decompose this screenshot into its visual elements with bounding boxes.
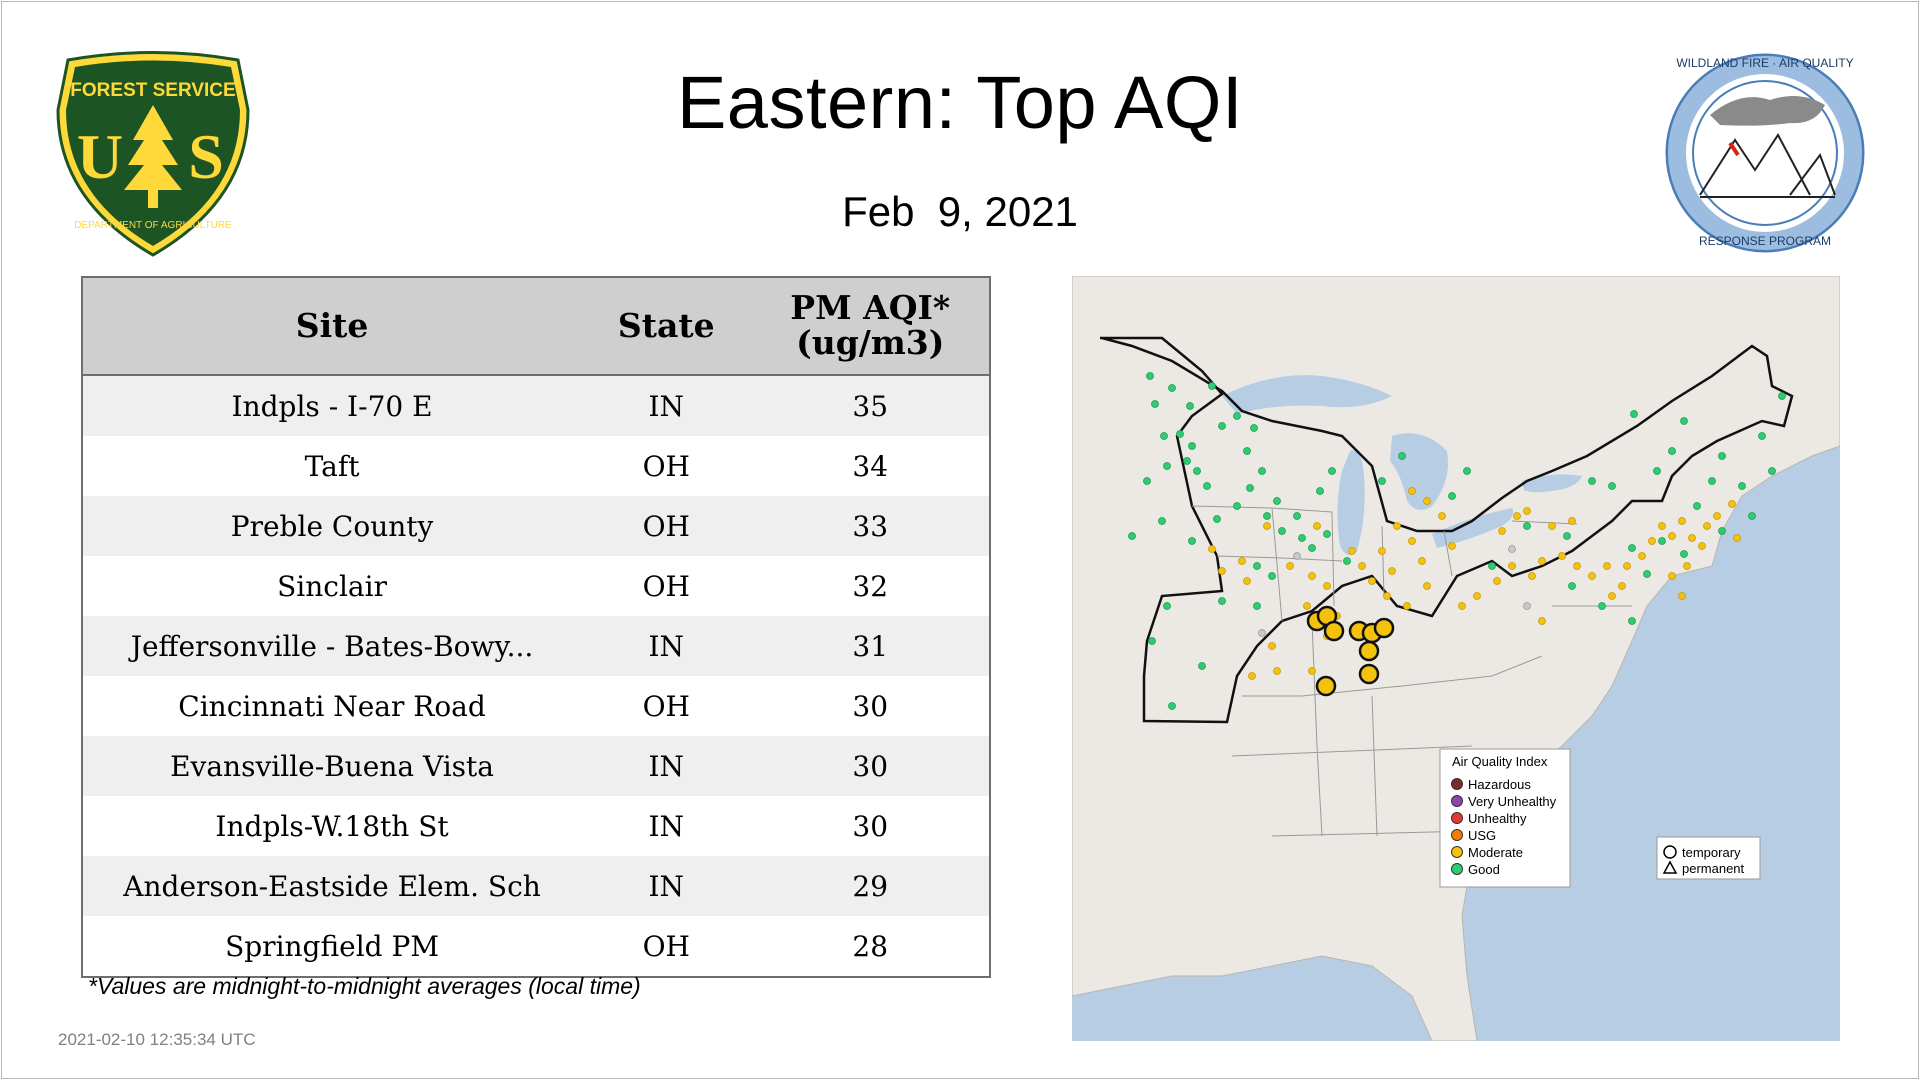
table-row: Anderson-Eastside Elem. Sch IN 29 <box>82 856 990 916</box>
temporary-shape-icon <box>1663 845 1677 859</box>
table-row: Springfield PM OH 28 <box>82 916 990 977</box>
top-aqi-table: Site State PM AQI* (ug/m3) Indpls - I-70… <box>81 276 991 978</box>
state-cell: OH <box>581 436 752 496</box>
state-cell: OH <box>581 496 752 556</box>
state-cell: IN <box>581 375 752 436</box>
lake-michigan <box>1337 450 1365 555</box>
report-date: Feb 9, 2021 <box>842 188 1078 235</box>
aqi-cell: 30 <box>751 736 990 796</box>
site-cell: Springfield PM <box>82 916 582 977</box>
site-cell: Sinclair <box>82 556 582 616</box>
pm-aqi-unit: (ug/m3) <box>796 323 945 362</box>
column-header-state: State <box>581 277 752 376</box>
top-aqi-sites <box>1306 605 1395 697</box>
svg-text:temporary: temporary <box>1682 845 1741 860</box>
legend-swatch-very-unhealthy <box>1451 795 1463 807</box>
column-header-site: Site <box>82 277 582 376</box>
legend-swatch-good <box>1451 863 1463 875</box>
aqi-cell: 29 <box>751 856 990 916</box>
site-cell: Taft <box>82 436 582 496</box>
footnote: *Values are midnight-to-midnight average… <box>88 973 641 999</box>
generated-timestamp: 2021-02-10 12:35:34 UTC <box>58 1030 256 1049</box>
wildland-fire-air-quality-logo: WILDLAND FIRE · AIR QUALITY RESPONSE PRO… <box>1665 53 1865 253</box>
svg-text:WILDLAND FIRE · AIR QUALITY: WILDLAND FIRE · AIR QUALITY <box>1676 56 1853 70</box>
lake-superior <box>1222 375 1392 414</box>
table-row: Indpls - I-70 E IN 35 <box>82 375 990 436</box>
svg-text:Very Unhealthy: Very Unhealthy <box>1468 794 1557 809</box>
aqi-map: Air Quality Index Hazardous Very Unhealt… <box>1072 276 1840 1041</box>
good-sites <box>1128 372 1786 710</box>
aqi-cell: 30 <box>751 676 990 736</box>
aqi-cell: 33 <box>751 496 990 556</box>
state-borders <box>1191 505 1632 837</box>
unknown-sites <box>1258 545 1531 637</box>
state-cell: OH <box>581 556 752 616</box>
legend-swatch-hazardous <box>1451 778 1463 790</box>
aqi-cell: 35 <box>751 375 990 436</box>
svg-text:S: S <box>188 121 224 192</box>
table-row: Jeffersonville - Bates-Bowy... IN 31 <box>82 616 990 676</box>
site-cell: Cincinnati Near Road <box>82 676 582 736</box>
svg-text:DEPARTMENT OF AGRICULTURE: DEPARTMENT OF AGRICULTURE <box>74 220 232 231</box>
state-cell: IN <box>581 736 752 796</box>
lake-ontario <box>1522 474 1582 493</box>
state-cell: IN <box>581 856 752 916</box>
svg-text:Moderate: Moderate <box>1468 845 1523 860</box>
lake-huron <box>1390 433 1448 510</box>
aqi-cell: 32 <box>751 556 990 616</box>
svg-text:Hazardous: Hazardous <box>1468 777 1531 792</box>
lake-erie <box>1432 508 1514 548</box>
aqi-cell: 30 <box>751 796 990 856</box>
table-row: Cincinnati Near Road OH 30 <box>82 676 990 736</box>
tree-icon <box>124 105 182 208</box>
table-row: Taft OH 34 <box>82 436 990 496</box>
state-cell: IN <box>581 796 752 856</box>
site-cell: Preble County <box>82 496 582 556</box>
table-row: Preble County OH 33 <box>82 496 990 556</box>
site-cell: Jeffersonville - Bates-Bowy... <box>82 616 582 676</box>
site-cell: Indpls - I-70 E <box>82 375 582 436</box>
permanent-shape-icon <box>1662 860 1678 874</box>
site-cell: Evansville-Buena Vista <box>82 736 582 796</box>
aqi-cell: 34 <box>751 436 990 496</box>
column-header-pm-aqi: PM AQI* (ug/m3) <box>751 277 990 376</box>
legend-swatch-unhealthy <box>1451 812 1463 824</box>
pm-aqi-label: PM AQI* <box>790 288 951 328</box>
svg-text:RESPONSE PROGRAM: RESPONSE PROGRAM <box>1699 234 1831 248</box>
legend-title: Air Quality Index <box>1452 754 1548 769</box>
svg-text:U: U <box>77 121 123 192</box>
table-row: Sinclair OH 32 <box>82 556 990 616</box>
svg-text:Unhealthy: Unhealthy <box>1468 811 1527 826</box>
svg-text:permanent: permanent <box>1682 861 1745 876</box>
table-row: Evansville-Buena Vista IN 30 <box>82 736 990 796</box>
site-cell: Anderson-Eastside Elem. Sch <box>82 856 582 916</box>
mountains-icon <box>1699 133 1811 196</box>
page-title: Eastern: Top AQI <box>676 61 1244 144</box>
eastern-region-boundary <box>1100 336 1794 724</box>
aqi-legend: Air Quality Index Hazardous Very Unhealt… <box>1439 748 1761 888</box>
forest-service-logo: FOREST SERVICE U S DEPARTMENT OF AGRICUL… <box>56 51 250 257</box>
aqi-cell: 28 <box>751 916 990 977</box>
legend-swatch-moderate <box>1451 846 1463 858</box>
table-header-row: Site State PM AQI* (ug/m3) <box>82 277 990 376</box>
svg-text:USG: USG <box>1468 828 1496 843</box>
svg-text:FOREST SERVICE: FOREST SERVICE <box>70 80 235 101</box>
moderate-sites <box>1208 487 1741 680</box>
site-cell: Indpls-W.18th St <box>82 796 582 856</box>
svg-text:Good: Good <box>1468 862 1500 877</box>
smoke-icon <box>1710 96 1825 126</box>
state-cell: IN <box>581 616 752 676</box>
state-cell: OH <box>581 916 752 977</box>
aqi-cell: 31 <box>751 616 990 676</box>
state-cell: OH <box>581 676 752 736</box>
legend-swatch-usg <box>1451 829 1463 841</box>
table-row: Indpls-W.18th St IN 30 <box>82 796 990 856</box>
